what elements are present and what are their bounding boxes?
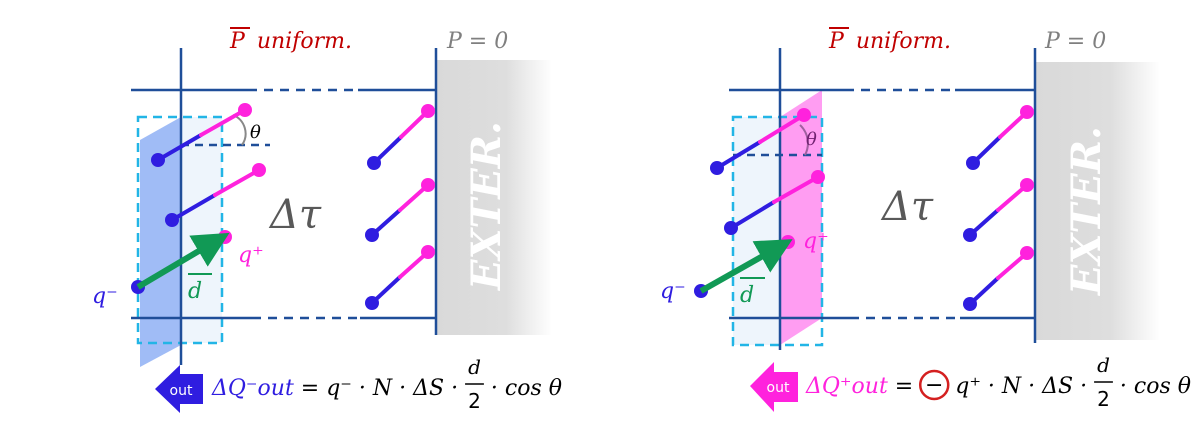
out-arrow: out xyxy=(155,365,203,413)
dipole xyxy=(365,245,435,310)
fraction-denominator: 2 xyxy=(1097,387,1110,411)
fraction-numerator: d xyxy=(468,355,481,379)
dipole xyxy=(724,170,825,235)
exterior-label: EXTER. xyxy=(463,121,510,291)
negative-charge-label: q⁻ xyxy=(660,279,686,304)
fraction-numerator: d xyxy=(1097,353,1110,377)
dipole xyxy=(165,163,266,227)
angle-arc xyxy=(232,114,247,146)
svg-text:out: out xyxy=(767,380,790,396)
negative-charge-label: q⁻ xyxy=(92,284,118,309)
angle-label: θ xyxy=(806,129,817,150)
equation-lhs: ΔQ⁺out xyxy=(805,374,888,399)
out-arrow-icon xyxy=(750,362,798,412)
slab-region xyxy=(181,117,222,343)
dipole xyxy=(966,105,1034,170)
dipole xyxy=(963,246,1034,311)
negative-charge-layer xyxy=(140,117,181,367)
exterior-label: EXTER. xyxy=(1063,126,1110,296)
dipole xyxy=(151,103,252,167)
exterior-region xyxy=(1036,62,1160,340)
out-arrow-icon xyxy=(155,365,203,413)
volume-frame xyxy=(131,48,438,365)
dipole-vector-arrow xyxy=(136,232,230,290)
angle-arc xyxy=(799,124,809,156)
equation-sign-group: − xyxy=(918,369,950,401)
dipole xyxy=(367,104,435,170)
volume-label: Δτ xyxy=(268,192,322,238)
positive-charge-label: q⁺ xyxy=(803,229,829,254)
equation-rhs: = q⁻ · N · ΔS · xyxy=(301,376,458,401)
equation-rhs: q⁺ · N · ΔS · xyxy=(955,374,1087,399)
surface-slab-box xyxy=(731,115,824,347)
equation-tail: · cos θ xyxy=(1120,374,1191,399)
fraction: d 2 xyxy=(465,355,484,413)
equation-lhs: ΔQ⁻out xyxy=(211,376,294,401)
dipole xyxy=(710,108,811,175)
fraction-denominator: 2 xyxy=(468,389,481,413)
equation-sign: − xyxy=(925,373,943,398)
fraction: d 2 xyxy=(1094,353,1113,411)
highlight-circle xyxy=(918,369,950,401)
exterior-field: P = 0 xyxy=(446,29,508,54)
positive-charge-label: q⁺ xyxy=(238,243,264,268)
exterior-field: P = 0 xyxy=(1044,29,1106,54)
equals-sign: = xyxy=(895,374,913,399)
svg-text:out: out xyxy=(170,383,193,399)
volume-label: Δτ xyxy=(880,184,934,230)
angle-label: θ xyxy=(250,122,261,143)
dipole xyxy=(365,178,435,242)
equation: ΔQ⁻out = q⁻ · N · ΔS · d 2 · cos θ xyxy=(211,355,562,413)
dipole-label: d xyxy=(740,283,754,308)
out-arrow: out xyxy=(750,362,798,412)
dipole xyxy=(963,178,1034,242)
slab-region xyxy=(733,117,780,345)
dipole-vector-arrow xyxy=(699,239,793,294)
dipole-label: d xyxy=(188,279,202,304)
equation: ΔQ⁺out = − q⁺ · N · ΔS · d 2 · cos θ xyxy=(805,353,1191,411)
equation-tail: · cos θ xyxy=(491,376,562,401)
exterior-region xyxy=(437,60,552,335)
